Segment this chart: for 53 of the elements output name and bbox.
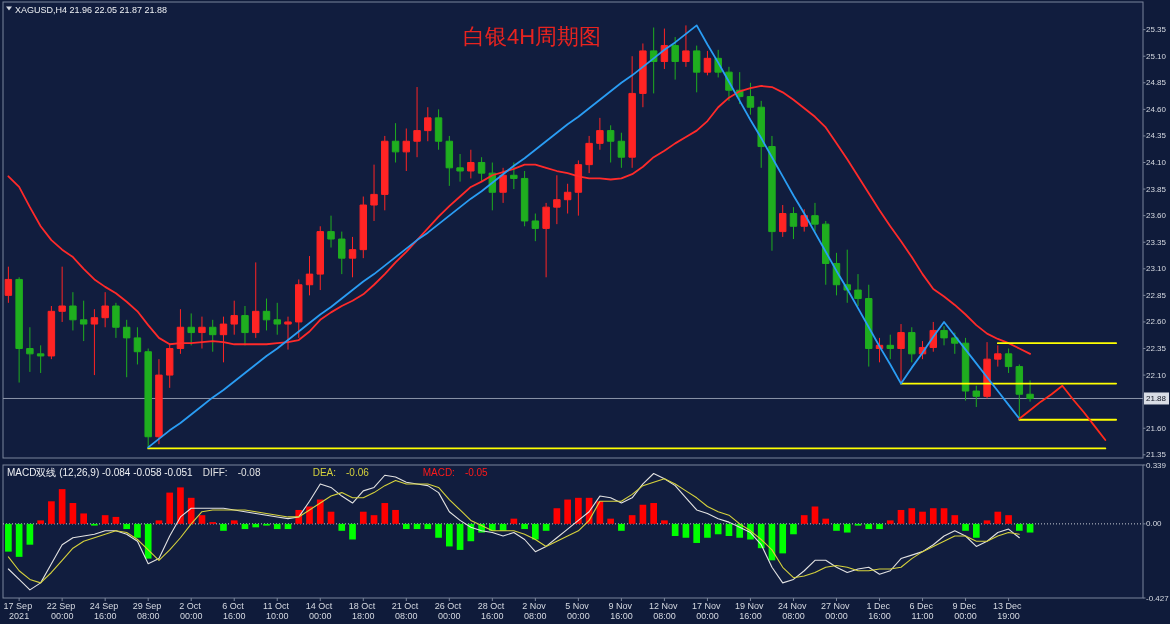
- x-tick-label: 5 Nov 00:00: [565, 601, 590, 621]
- y-tick-label: 22.10: [1146, 370, 1167, 380]
- legend-value: -0.08: [237, 467, 261, 478]
- x-tick-label: 13 Dec 19:00: [993, 601, 1022, 621]
- x-tick-label: 21 Oct 08:00: [391, 601, 419, 621]
- x-tick-label: 6 Dec 11:00: [909, 601, 934, 621]
- y-tick-label: 21.60: [1146, 423, 1167, 433]
- x-tick-label: 12 Nov 08:00: [648, 601, 678, 621]
- title: MACD双线 (12,26,9) -0.084 -0.058 -0.051: [7, 467, 193, 478]
- x-tick-label: 9 Dec 00:00: [952, 601, 977, 621]
- x-tick-label: 17 Sep 2021: [3, 601, 33, 621]
- ref-label: 21.88: [1144, 392, 1169, 405]
- x-tick-label: 17 Nov 00:00: [691, 601, 721, 621]
- y-tick-label: 22.35: [1146, 344, 1167, 353]
- x-tick-label: 19 Nov 16:00: [734, 601, 764, 621]
- y-tick-label: 22.60: [1146, 317, 1167, 327]
- y-tick-label: 23.85: [1146, 184, 1167, 194]
- x-tick-label: 22 Sep 00:00: [46, 601, 76, 621]
- y-tick-label: 0.339: [1146, 460, 1167, 470]
- x-tick-label: 14 Oct 00:00: [305, 601, 333, 621]
- x-tick-label: 26 Oct 00:00: [434, 601, 462, 621]
- subtitle: XAGUSD,H4 21.96 22.05 21.87 21.88: [15, 4, 168, 15]
- y-tick-label: 24.60: [1146, 104, 1167, 114]
- y-tick-label: 24.10: [1146, 158, 1167, 167]
- x-tick-label: 11 Oct 10:00: [263, 601, 289, 621]
- y-tick-label: 23.60: [1146, 211, 1167, 221]
- legend-label: MACD:: [422, 467, 455, 478]
- x-tick-label: 24 Sep 16:00: [89, 601, 119, 621]
- y-tick-label: -0.427: [1146, 593, 1169, 603]
- y-tick-label: 21.35: [1146, 450, 1167, 460]
- x-tick-label: 9 Nov 16:00: [608, 601, 633, 621]
- legend-label: DEA:: [312, 467, 336, 478]
- legend-value: -0.06: [346, 467, 369, 478]
- legend-label: DIFF:: [202, 467, 228, 478]
- y-tick-label: 25.35: [1146, 25, 1167, 35]
- x-tick-label: 24 Nov 08:00: [777, 601, 807, 621]
- x-tick-label: 6 Oct 16:00: [222, 601, 246, 621]
- y-tick-label: 24.35: [1146, 131, 1167, 141]
- x-tick-label: 1 Dec 16:00: [866, 601, 891, 621]
- x-tick-label: 18 Oct 18:00: [348, 601, 376, 621]
- x-tick-label: 2 Oct 00:00: [179, 601, 203, 621]
- y-tick-label: 23.10: [1146, 264, 1167, 274]
- x-tick-label: 27 Nov 00:00: [820, 601, 850, 621]
- y-tick-label: 23.35: [1146, 237, 1167, 247]
- legend-value: -0.05: [464, 467, 488, 478]
- x-tick-label: 29 Sep 08:00: [132, 601, 162, 621]
- x-tick-label: 2 Nov 08:00: [522, 601, 547, 621]
- x-tick-label: 28 Oct 16:00: [477, 601, 505, 621]
- y-tick-label: 22.85: [1146, 290, 1167, 300]
- title: 白银4H周期图: [462, 24, 601, 49]
- y-tick-label: 0.00: [1146, 519, 1162, 529]
- y-tick-label: 25.10: [1146, 51, 1167, 61]
- y-tick-label: 24.85: [1146, 78, 1167, 88]
